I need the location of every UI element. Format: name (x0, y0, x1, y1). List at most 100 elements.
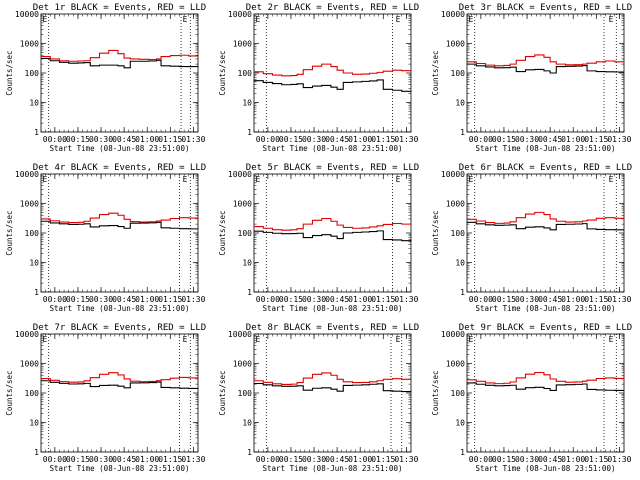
series-line-lld (41, 212, 199, 224)
series-line-events (467, 63, 625, 74)
x-axis-label: Start Time (08-Jun-08 23:51:00) (50, 304, 190, 313)
flag-label: E (469, 175, 474, 184)
y-tick-label: 100 (25, 69, 40, 78)
y-axis-label: Counts/sec (431, 370, 440, 415)
panel-title: Det 6r BLACK = Events, RED = LLD (459, 163, 632, 173)
panel-5: Det 5r BLACK = Events, RED = LLD 1 10 100 10… (218, 163, 419, 313)
series-line-events (254, 382, 412, 393)
y-axis-label: Counts/sec (218, 50, 227, 95)
x-tick-label: 00:15 (279, 295, 303, 304)
panel-4: Det 4r BLACK = Events, RED = LLD 1 10 100 10… (5, 163, 206, 313)
x-tick-label: 00:00 (43, 295, 67, 304)
y-tick-label: 10000 (15, 10, 39, 19)
y-tick-label: 100 (451, 69, 466, 78)
y-tick-label: 10 (242, 419, 252, 428)
x-tick-label: 01:30 (394, 135, 418, 144)
flag-label: E (609, 15, 614, 24)
series-line-lld (41, 49, 199, 62)
x-tick-label: 01:00 (348, 295, 372, 304)
x-tick-label: 00:00 (43, 455, 67, 464)
x-tick-label: 01:00 (135, 455, 159, 464)
y-tick-label: 10000 (228, 330, 252, 339)
panel-9: Det 9r BLACK = Events, RED = LLD 1 10 100 10… (431, 323, 632, 473)
x-tick-label: 00:30 (302, 135, 326, 144)
x-tick-label: 01:00 (135, 135, 159, 144)
x-tick-label: 00:15 (279, 455, 303, 464)
y-tick-label: 1 (247, 128, 252, 137)
x-axis-label: Start Time (08-Jun-08 23:51:00) (263, 144, 403, 153)
x-axis-label: Start Time (08-Jun-08 23:51:00) (263, 304, 403, 313)
y-tick-label: 100 (25, 389, 40, 398)
flag-label: E (469, 335, 474, 344)
panel-2: Det 2r BLACK = Events, RED = LLD 1 10 100 10… (218, 3, 419, 153)
y-tick-label: 10 (242, 259, 252, 268)
x-tick-label: 01:00 (348, 455, 372, 464)
x-tick-label: 01:30 (181, 135, 205, 144)
series-line-events (254, 230, 412, 242)
panel-3: Det 3r BLACK = Events, RED = LLD 1 10 100 10… (431, 3, 632, 153)
x-tick-label: 00:45 (112, 135, 136, 144)
y-tick-label: 1000 (20, 200, 39, 209)
x-tick-label: 01:30 (607, 135, 631, 144)
flag-label: E (256, 175, 261, 184)
x-tick-label: 01:30 (607, 295, 631, 304)
y-tick-label: 100 (25, 229, 40, 238)
x-tick-label: 00:30 (89, 295, 113, 304)
y-tick-label: 1000 (233, 200, 252, 209)
x-tick-label: 01:15 (584, 135, 608, 144)
x-axis-label: Start Time (08-Jun-08 23:51:00) (476, 144, 616, 153)
x-tick-label: 00:30 (89, 135, 113, 144)
x-tick-label: 01:30 (607, 455, 631, 464)
y-tick-label: 1 (34, 128, 39, 137)
panel-title: Det 4r BLACK = Events, RED = LLD (33, 163, 206, 173)
y-axis-label: Counts/sec (431, 210, 440, 255)
x-tick-label: 00:15 (492, 455, 516, 464)
y-tick-label: 100 (238, 229, 253, 238)
flag-label: E (396, 175, 401, 184)
panel-7: Det 7r BLACK = Events, RED = LLD 1 10 100 10… (5, 323, 206, 473)
x-axis-label: Start Time (08-Jun-08 23:51:00) (476, 304, 616, 313)
y-tick-label: 10 (455, 99, 465, 108)
flag-label: E (609, 335, 614, 344)
panel-title: Det 2r BLACK = Events, RED = LLD (246, 3, 419, 13)
x-tick-label: 01:00 (135, 295, 159, 304)
series-line-events (467, 382, 625, 391)
x-tick-label: 01:15 (371, 295, 395, 304)
x-tick-label: 00:45 (112, 455, 136, 464)
panel-title: Det 1r BLACK = Events, RED = LLD (33, 3, 206, 13)
x-tick-label: 00:30 (302, 455, 326, 464)
series-line-events (41, 380, 199, 389)
panel-title: Det 9r BLACK = Events, RED = LLD (459, 323, 632, 333)
x-tick-label: 00:00 (469, 295, 493, 304)
x-tick-label: 00:15 (492, 295, 516, 304)
series-line-lld (254, 217, 412, 231)
x-tick-label: 01:15 (371, 455, 395, 464)
flag-label: E (469, 15, 474, 24)
y-tick-label: 10000 (441, 10, 465, 19)
x-tick-label: 00:00 (256, 135, 280, 144)
x-tick-label: 00:45 (538, 455, 562, 464)
y-tick-label: 10 (455, 419, 465, 428)
y-tick-label: 1 (34, 288, 39, 297)
series-line-events (41, 57, 199, 69)
series-line-lld (467, 371, 625, 385)
y-tick-label: 100 (451, 229, 466, 238)
x-tick-label: 01:15 (158, 135, 182, 144)
x-axis-label: Start Time (08-Jun-08 23:51:00) (50, 144, 190, 153)
y-tick-label: 10 (29, 259, 39, 268)
series-line-lld (467, 54, 625, 67)
y-tick-label: 1000 (446, 40, 465, 49)
x-tick-label: 00:30 (515, 455, 539, 464)
y-tick-label: 10000 (228, 170, 252, 179)
flag-label: E (396, 15, 401, 24)
x-tick-label: 00:00 (469, 455, 493, 464)
flag-label: E (183, 175, 188, 184)
x-tick-label: 00:30 (89, 455, 113, 464)
x-axis-label: Start Time (08-Jun-08 23:51:00) (50, 464, 190, 473)
series-line-lld (254, 372, 412, 385)
series-line-lld (41, 372, 199, 383)
x-tick-label: 01:00 (348, 135, 372, 144)
x-tick-label: 00:45 (538, 295, 562, 304)
